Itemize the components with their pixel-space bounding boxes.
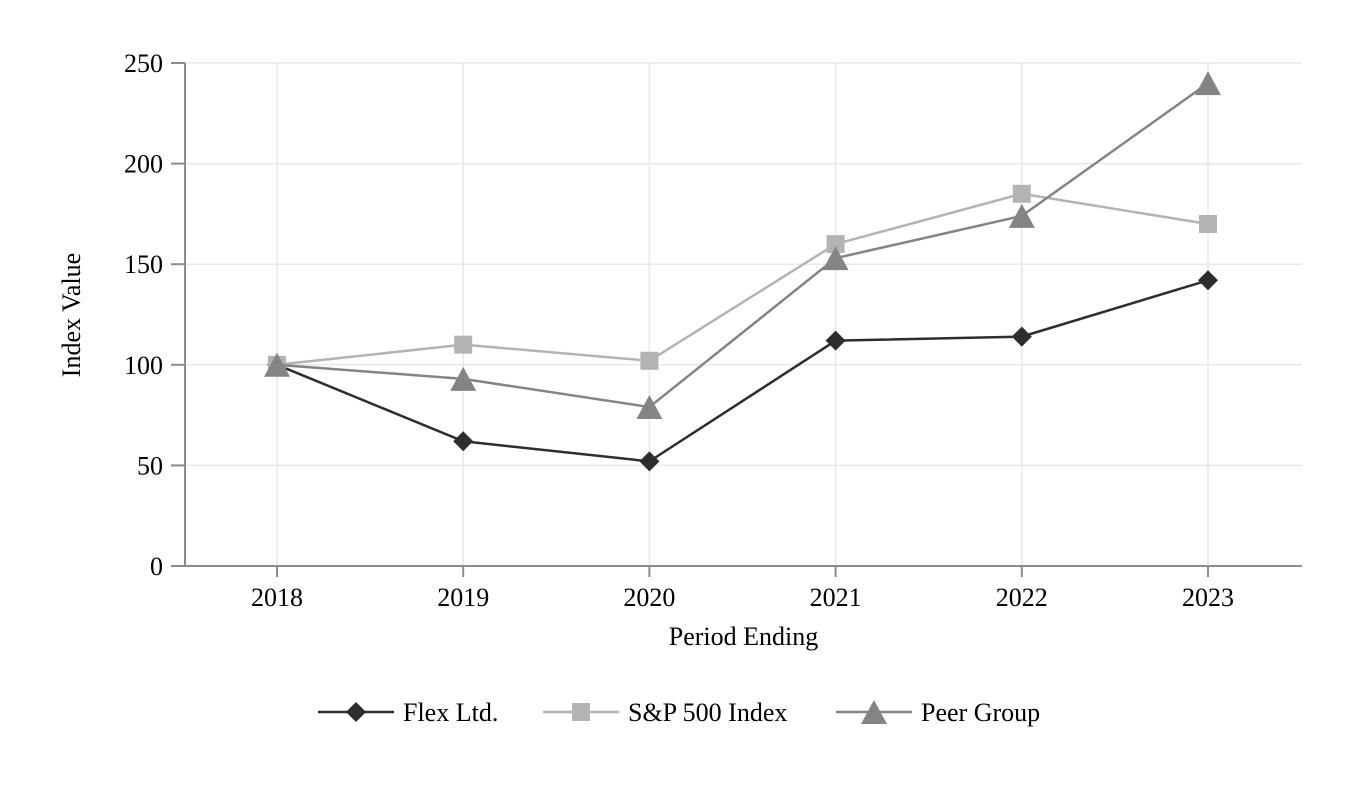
legend-label-flex-ltd: Flex Ltd. [403,698,498,727]
legend-item-peer-group: Peer Group [836,698,1040,727]
series-flex-ltd [267,270,1218,472]
legend: Flex Ltd. S&P 500 Index Peer Group [318,698,1040,727]
data-point-flex-ltd-2019 [453,431,474,452]
legend-item-s-p-500-index: S&P 500 Index [543,698,787,727]
series-line-s-p-500-index [276,192,1209,367]
series-peer-group [264,71,1221,420]
data-point-flex-ltd-2022 [1011,326,1032,347]
data-point-peer-group-2019 [450,366,477,391]
data-point-s-p-500-index-2023 [1199,214,1217,233]
legend-triangle-icon [861,700,887,724]
y-axis-title: Index Value [57,253,86,377]
legend-item-flex-ltd: Flex Ltd. [318,698,498,727]
data-point-peer-group-2020 [636,395,663,420]
data-point-flex-ltd-2023 [1198,270,1218,291]
series-line-flex-ltd [276,279,1209,463]
x-axis-title: Period Ending [669,622,819,651]
gridlines [185,62,1302,566]
x-tick-label: 2018 [251,583,303,612]
data-point-peer-group-2023 [1195,71,1221,96]
data-point-peer-group-2022 [1008,203,1035,228]
data-point-s-p-500-index-2019 [454,335,473,354]
data-point-s-p-500-index-2022 [1012,184,1031,203]
axis-labels: 0 50 100 150 200 250 2018 2019 2020 2021 2022 2023 P… [57,49,1234,651]
legend-square-icon [572,703,590,721]
x-tick-label: 2023 [1182,583,1234,612]
data-point-peer-group-2021 [822,246,849,271]
series-line-peer-group [276,82,1209,409]
x-tick-label: 2020 [623,583,675,612]
x-tick-label: 2021 [810,583,862,612]
data-point-flex-ltd-2020 [639,451,660,472]
x-tick-label: 2019 [437,583,489,612]
data-point-peer-group-2018 [264,352,290,377]
series-s-p-500-index [268,184,1217,374]
axes [171,62,1302,577]
x-tick-label: 2022 [996,583,1048,612]
y-tick-label: 250 [124,49,163,78]
data-point-s-p-500-index-2021 [826,235,845,254]
data-point-s-p-500-index-2020 [640,351,659,370]
legend-diamond-icon [346,702,366,722]
y-tick-label: 0 [150,552,163,581]
data-point-flex-ltd-2021 [825,330,846,351]
legend-label-peer-group: Peer Group [921,698,1040,727]
y-tick-label: 100 [124,351,163,380]
y-tick-label: 200 [124,150,163,179]
legend-label-s-p-500-index: S&P 500 Index [628,698,787,727]
y-tick-label: 150 [124,250,163,279]
y-tick-label: 50 [137,451,163,480]
